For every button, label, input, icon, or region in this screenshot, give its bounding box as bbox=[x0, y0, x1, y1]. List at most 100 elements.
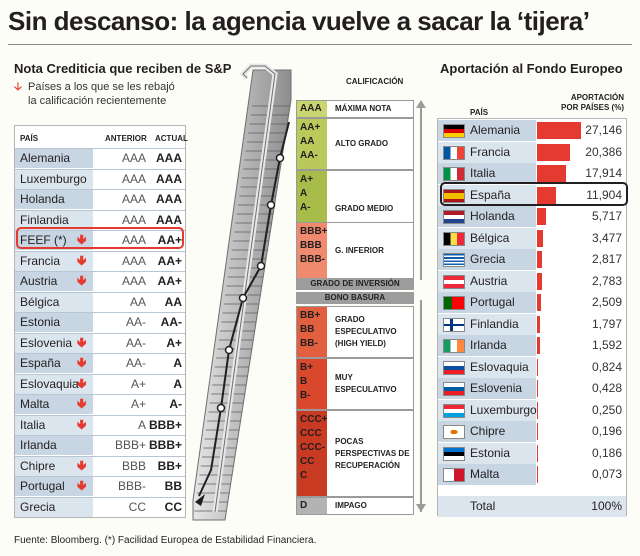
current-rating: AAA bbox=[156, 192, 182, 206]
bar-row: Portugal 2,509 bbox=[438, 292, 626, 313]
flag-slovenia-icon bbox=[443, 382, 465, 396]
rating-codes: CCC+ CCC CCC- CC C bbox=[297, 411, 328, 496]
bar-row: Chipre 0,196 bbox=[438, 421, 626, 442]
contribution-bar bbox=[537, 315, 540, 333]
flag-belgium-icon bbox=[443, 231, 465, 246]
country-name: España bbox=[470, 187, 511, 202]
contribution-value: 5,717 bbox=[591, 209, 622, 223]
contribution-bar bbox=[537, 401, 538, 419]
bar-row: Finlandia 1,797 bbox=[438, 313, 626, 335]
row-separator bbox=[15, 455, 185, 457]
row-separator bbox=[15, 250, 185, 252]
bar-row: Eslovaquia 0,824 bbox=[438, 356, 626, 378]
contribution-value: 0,186 bbox=[591, 445, 622, 460]
ratings-table-title: Nota Crediticia que reciben de S&P bbox=[14, 61, 232, 76]
country-name: España bbox=[15, 353, 93, 373]
previous-rating: AAA bbox=[121, 233, 146, 247]
previous-rating: CC bbox=[128, 499, 146, 514]
table-row: Austria 🢃 AAA AA+ bbox=[15, 271, 185, 291]
country-name: Finlandia bbox=[15, 209, 93, 230]
country-name: Eslovenia bbox=[15, 332, 93, 353]
bar-row: Luxemburgo 0,250 bbox=[438, 399, 626, 421]
rating-band: AA+ AA AA- ALTO GRADO bbox=[296, 118, 414, 170]
current-rating: A bbox=[173, 376, 182, 391]
header-country: PAÍS bbox=[470, 108, 489, 117]
country-name: Irlanda bbox=[470, 338, 507, 352]
contribution-bar bbox=[537, 337, 540, 354]
rating-code: BB bbox=[300, 324, 315, 335]
row-separator bbox=[15, 230, 185, 231]
row-separator bbox=[15, 373, 185, 375]
country-name: Luxemburgo bbox=[15, 168, 93, 189]
table-row: Italia 🢃 A BBB+ bbox=[15, 414, 185, 435]
country-name: Luxemburgo bbox=[470, 402, 537, 417]
previous-rating: AAA bbox=[121, 192, 146, 206]
rating-code: BBB bbox=[300, 240, 322, 251]
header-current: ACTUAL bbox=[155, 134, 188, 143]
header-previous: ANTERIOR bbox=[105, 134, 147, 143]
table-row: Chipre 🢃 BBB BB+ bbox=[15, 455, 185, 476]
down-arrow-icon: 🢃 bbox=[77, 375, 87, 391]
current-rating: BBB+ bbox=[149, 438, 183, 452]
table-row: Holanda AAA AAA bbox=[15, 189, 185, 209]
row-separator bbox=[15, 332, 185, 334]
contribution-bar bbox=[537, 165, 567, 182]
rating-band: BBB+ BBB BBB- G. INFERIOR bbox=[296, 222, 414, 280]
country-name: Eslovenia bbox=[470, 381, 523, 395]
table-row: Estonia AA- AA- bbox=[15, 312, 185, 332]
contribution-bar bbox=[537, 251, 542, 268]
flag-portugal-icon bbox=[443, 296, 465, 310]
previous-rating: AAA bbox=[121, 274, 146, 288]
contribution-value: 3,477 bbox=[591, 230, 622, 245]
table-row: Irlanda BBB+ BBB+ bbox=[15, 435, 185, 455]
rating-code: CCC+ bbox=[300, 414, 328, 425]
contribution-bar bbox=[537, 229, 543, 247]
down-arrow-icon: 🢃 bbox=[77, 416, 87, 432]
bar-row: Malta 0,073 bbox=[438, 464, 626, 485]
contribution-value: 0,250 bbox=[591, 402, 622, 417]
current-rating: BB+ bbox=[157, 458, 182, 473]
previous-rating: A bbox=[137, 417, 146, 432]
rating-scale-label: CALIFICACIÓN bbox=[346, 77, 404, 86]
header-country: PAÍS bbox=[20, 134, 39, 143]
page-title: Sin descanso: la agencia vuelve a sacar … bbox=[8, 6, 590, 36]
current-rating: A- bbox=[169, 397, 182, 411]
country-name: FEEF (*) bbox=[15, 230, 93, 250]
row-separator bbox=[15, 189, 185, 190]
rating-description: GRADO ESPECULATIVO (HIGH YIELD) bbox=[335, 315, 397, 348]
rating-codes: AA+ AA AA- bbox=[297, 119, 327, 169]
current-rating: A bbox=[173, 356, 182, 370]
header-contribution-line-1: APORTACIÓN bbox=[570, 93, 624, 102]
rating-code: A- bbox=[300, 202, 311, 213]
country-name: Grecia bbox=[470, 252, 506, 266]
rating-description: MÁXIMA NOTA bbox=[335, 104, 392, 113]
bar-row: Irlanda 1,592 bbox=[438, 335, 626, 356]
contribution-bar bbox=[537, 122, 581, 139]
rating-code: AA+ bbox=[300, 122, 321, 133]
contribution-bar bbox=[537, 466, 538, 483]
bar-row: Austria 2,783 bbox=[438, 270, 626, 292]
rating-code: A+ bbox=[300, 174, 314, 185]
row-separator bbox=[15, 435, 185, 436]
legend-line-1: Países a los que se les rebajó bbox=[28, 81, 175, 93]
flag-slovakia-icon bbox=[443, 360, 465, 375]
table-row: Eslovenia 🢃 AA- A+ bbox=[15, 332, 185, 353]
path-dot bbox=[275, 153, 285, 163]
current-rating: AA bbox=[164, 294, 182, 309]
country-name: Italia bbox=[470, 166, 496, 180]
contribution-bar bbox=[537, 423, 538, 440]
ratings-table: PAÍS ANTERIOR ACTUAL Alemania AAA AAA Luxem… bbox=[14, 125, 188, 518]
rating-band: B+ B B- MUY ESPECULATIVO bbox=[296, 358, 414, 410]
country-name: Austria bbox=[15, 271, 93, 291]
table-row: FEEF (*) 🢃 AAA AA+ bbox=[15, 230, 185, 250]
rating-band: AAA MÁXIMA NOTA bbox=[296, 100, 414, 118]
rating-code: B+ bbox=[300, 362, 314, 373]
flag-luxembourg-icon bbox=[443, 403, 465, 418]
rating-code: CC bbox=[300, 456, 315, 467]
table-row: Eslovaquia 🢃 A+ A bbox=[15, 373, 185, 394]
title-divider bbox=[8, 44, 632, 45]
contribution-value: 2,817 bbox=[591, 252, 622, 266]
legend-line-2: la calificación recientemente bbox=[28, 95, 167, 107]
rating-description: G. INFERIOR bbox=[335, 246, 384, 255]
country-name: Irlanda bbox=[15, 435, 93, 455]
